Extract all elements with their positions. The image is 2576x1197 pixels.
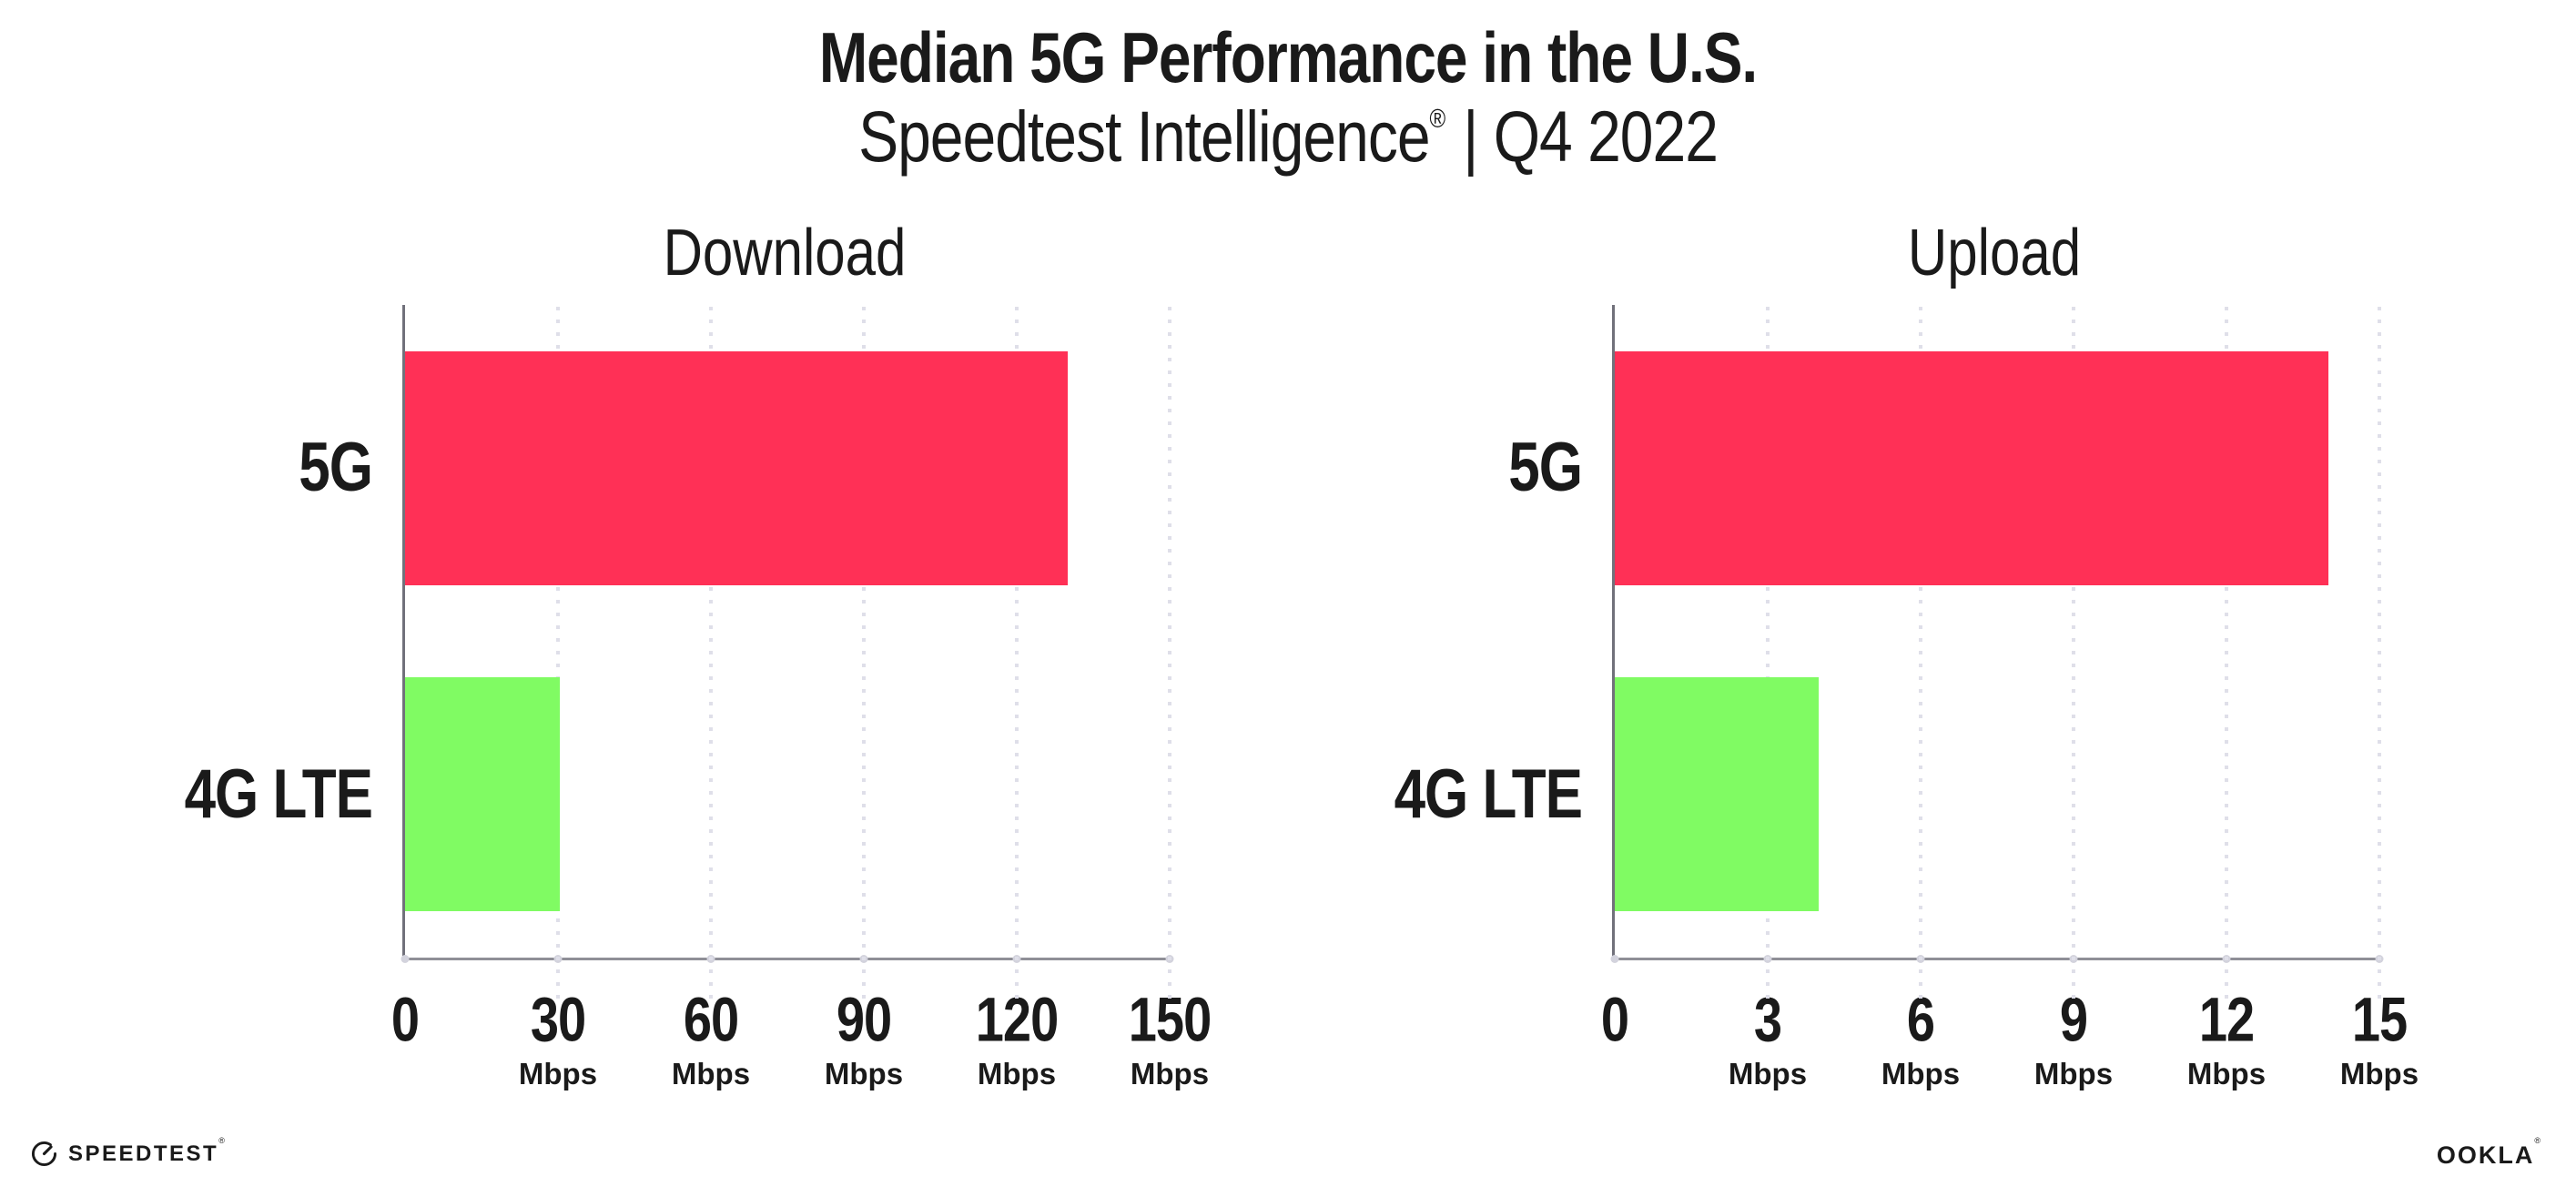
tick-unit: Mbps xyxy=(518,1057,598,1090)
axis-tick-dot xyxy=(1610,955,1619,963)
gridline-6 xyxy=(1919,307,1922,1001)
tick-unit: Mbps xyxy=(1881,1057,1961,1090)
bar-5g xyxy=(405,351,1068,585)
tick-unit: Mbps xyxy=(1728,1057,1808,1090)
category-label-5g: 5G xyxy=(299,430,373,507)
bar-4g-lte xyxy=(405,677,561,911)
tick-value: 0 xyxy=(390,984,420,1055)
upload-chart-panel: Upload 0 3 Mbps 6 Mbps 9 Mbps 12 Mbps 15 Mbps 5G 4G … xyxy=(1394,0,2419,1197)
subtitle-product: Speedtest Intelligence xyxy=(858,96,1430,177)
tick-unit: Mbps xyxy=(1130,1057,1210,1090)
tick-value: 0 xyxy=(1600,984,1629,1055)
tick-unit: Mbps xyxy=(824,1057,904,1090)
tick-unit: Mbps xyxy=(2033,1057,2114,1090)
page-title: Median 5G Performance in the U.S. xyxy=(818,17,1758,98)
speedtest-wordmark: SPEEDTEST® xyxy=(68,1135,228,1166)
speedtest-logo: SPEEDTEST® xyxy=(30,1135,228,1168)
speedtest-registered-mark: ® xyxy=(218,1135,228,1145)
gridline-3 xyxy=(1766,307,1770,1001)
axis-tick-label: 9 Mbps xyxy=(2034,983,2113,1091)
upload-plot-area: 0 3 Mbps 6 Mbps 9 Mbps 12 Mbps 15 Mbps 5G 4G LTE xyxy=(1394,305,2419,1090)
chart-title-download: Download xyxy=(663,216,907,289)
gridline-15 xyxy=(2378,307,2381,1001)
tick-unit: Mbps xyxy=(977,1057,1057,1090)
tick-unit: Mbps xyxy=(2186,1057,2267,1090)
axis-tick-label: 0 xyxy=(1601,983,1629,1054)
gridline-12 xyxy=(2225,307,2228,1001)
category-label-4g-lte: 4G LTE xyxy=(1394,756,1583,833)
registered-mark: ® xyxy=(1429,104,1446,135)
axis-tick-dot xyxy=(401,955,410,963)
speedtest-gauge-icon xyxy=(30,1140,58,1168)
category-label-4g-lte: 4G LTE xyxy=(184,756,373,833)
chart-title-upload: Upload xyxy=(1907,216,2082,289)
axis-tick-label: 60 Mbps xyxy=(672,983,750,1091)
axis-tick-label: 90 Mbps xyxy=(825,983,903,1091)
ookla-logo: OOKLA® xyxy=(2436,1136,2542,1170)
gridline-30 xyxy=(556,307,560,1001)
ookla-registered-mark: ® xyxy=(2534,1136,2542,1145)
gridline-90 xyxy=(862,307,866,1001)
category-label-5g: 5G xyxy=(1508,430,1583,507)
gridline-60 xyxy=(709,307,713,1001)
gridline-120 xyxy=(1015,307,1019,1001)
gridline-9 xyxy=(2072,307,2075,1001)
download-plot-area: 0 30 Mbps 60 Mbps 90 Mbps 120 Mbps 150 Mbps 5G 4G LT… xyxy=(185,305,1212,1090)
bar-5g xyxy=(1615,351,2328,585)
gridline-150 xyxy=(1168,307,1171,1001)
axis-tick-label: 3 Mbps xyxy=(1729,983,1807,1091)
page-subtitle: Speedtest Intelligence® | Q4 2022 xyxy=(0,95,2576,178)
bar-4g-lte xyxy=(1615,677,1819,911)
axis-tick-label: 0 xyxy=(391,983,420,1054)
tick-unit: Mbps xyxy=(671,1057,751,1090)
download-chart-panel: Download 0 30 Mbps 60 Mbps 90 Mbps 120 Mbps 150 Mb… xyxy=(185,0,1212,1197)
subtitle-period: | Q4 2022 xyxy=(1463,96,1719,177)
ookla-wordmark: OOKLA xyxy=(2436,1141,2535,1169)
tick-unit: Mbps xyxy=(2339,1057,2419,1090)
